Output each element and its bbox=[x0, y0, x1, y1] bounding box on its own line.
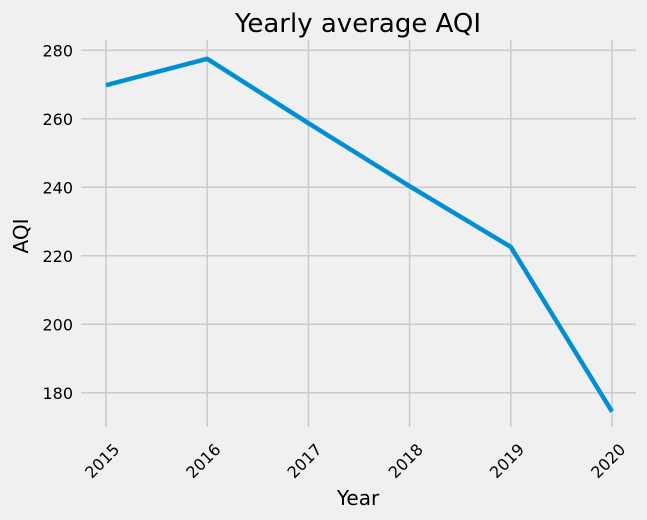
y-axis-label: AQI bbox=[9, 219, 33, 254]
y-tick-label: 240 bbox=[42, 178, 73, 197]
x-tick-label: 2015 bbox=[81, 440, 123, 482]
series-layer bbox=[105, 56, 614, 413]
series-line bbox=[105, 56, 614, 413]
y-tick-label: 220 bbox=[42, 247, 73, 266]
y-tick-label: 260 bbox=[42, 110, 73, 129]
grid bbox=[81, 40, 636, 427]
x-tick-label: 2017 bbox=[283, 440, 325, 482]
x-tick-label: 2018 bbox=[385, 440, 427, 482]
x-tick-label: 2020 bbox=[587, 440, 629, 482]
plot-background bbox=[81, 40, 636, 427]
x-tick-labels: 2015 2016 2017 2018 2019 2020 bbox=[81, 440, 629, 482]
y-tick-label: 180 bbox=[42, 384, 73, 403]
y-tick-label: 280 bbox=[42, 41, 73, 60]
y-tick-label: 200 bbox=[42, 315, 73, 334]
x-axis-label: Year bbox=[336, 486, 380, 510]
chart-title: Yearly average AQI bbox=[234, 9, 481, 39]
y-tick-labels: 180 200 220 240 260 280 bbox=[42, 41, 73, 402]
x-tick-label: 2016 bbox=[182, 440, 224, 482]
x-tick-label: 2019 bbox=[486, 440, 528, 482]
